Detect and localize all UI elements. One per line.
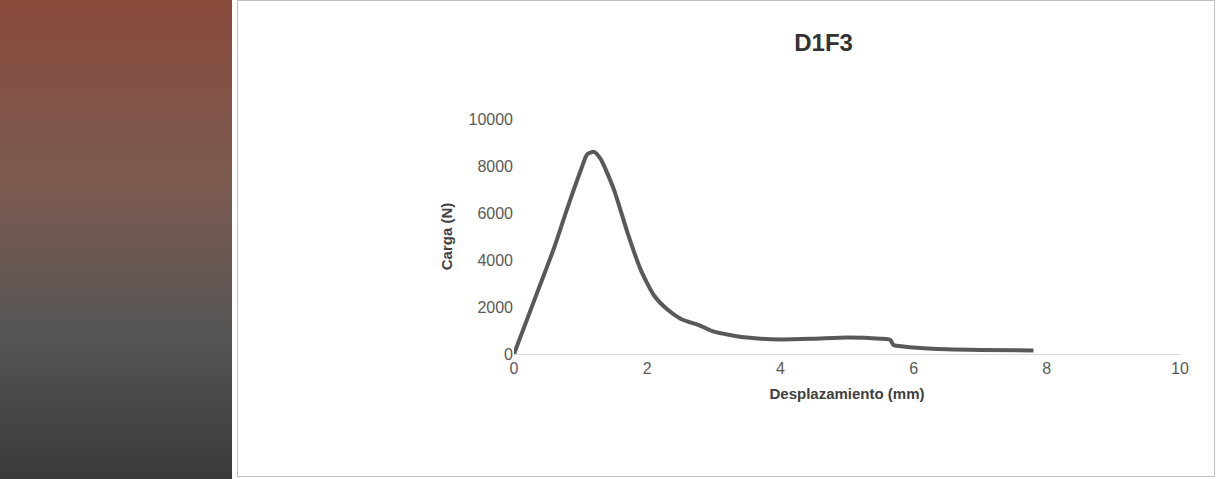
svg-text:6: 6 — [909, 360, 918, 377]
svg-text:D1F3: D1F3 — [794, 29, 853, 56]
svg-text:10000: 10000 — [469, 111, 514, 128]
svg-text:2000: 2000 — [477, 299, 513, 316]
svg-text:10: 10 — [1171, 360, 1189, 377]
svg-text:Desplazamiento (mm): Desplazamiento (mm) — [769, 385, 924, 402]
svg-text:8: 8 — [1042, 360, 1051, 377]
svg-text:0: 0 — [510, 360, 519, 377]
svg-text:6000: 6000 — [477, 205, 513, 222]
svg-text:4: 4 — [776, 360, 785, 377]
svg-text:Carga (N): Carga (N) — [438, 203, 455, 271]
svg-text:4000: 4000 — [477, 252, 513, 269]
svg-text:8000: 8000 — [477, 158, 513, 175]
svg-text:0: 0 — [504, 346, 513, 363]
svg-text:2: 2 — [643, 360, 652, 377]
